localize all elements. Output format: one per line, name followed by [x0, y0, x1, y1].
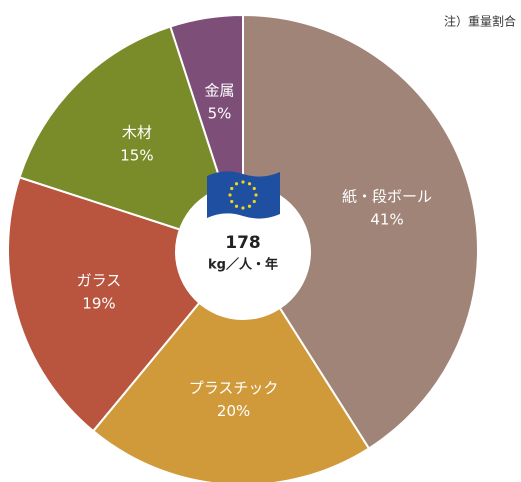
value-label: 19%	[82, 294, 115, 312]
value-label: 41%	[370, 211, 403, 229]
slice-label: 紙・段ボール	[342, 188, 432, 206]
value-label: 5%	[208, 104, 232, 122]
donut-hole	[175, 184, 311, 320]
value-label: 15%	[120, 146, 153, 164]
slice-label: 木材	[122, 123, 152, 141]
center-unit: kg／人・年	[208, 257, 278, 273]
slice-label: プラスチック	[189, 379, 279, 397]
slice-label: ガラス	[77, 271, 122, 289]
value-label: 20%	[217, 402, 250, 420]
slice	[18, 25, 245, 252]
slice	[242, 13, 479, 450]
note: 注）重量割合	[444, 14, 516, 29]
center-value: 178	[225, 233, 261, 253]
slice-label: 金属	[205, 81, 235, 99]
slice	[91, 248, 371, 482]
eu-flag	[207, 171, 280, 219]
labels: 紙・段ボール 41% プラスチック 20% ガラス 19% 木材 15% 金属 5%	[77, 81, 432, 420]
